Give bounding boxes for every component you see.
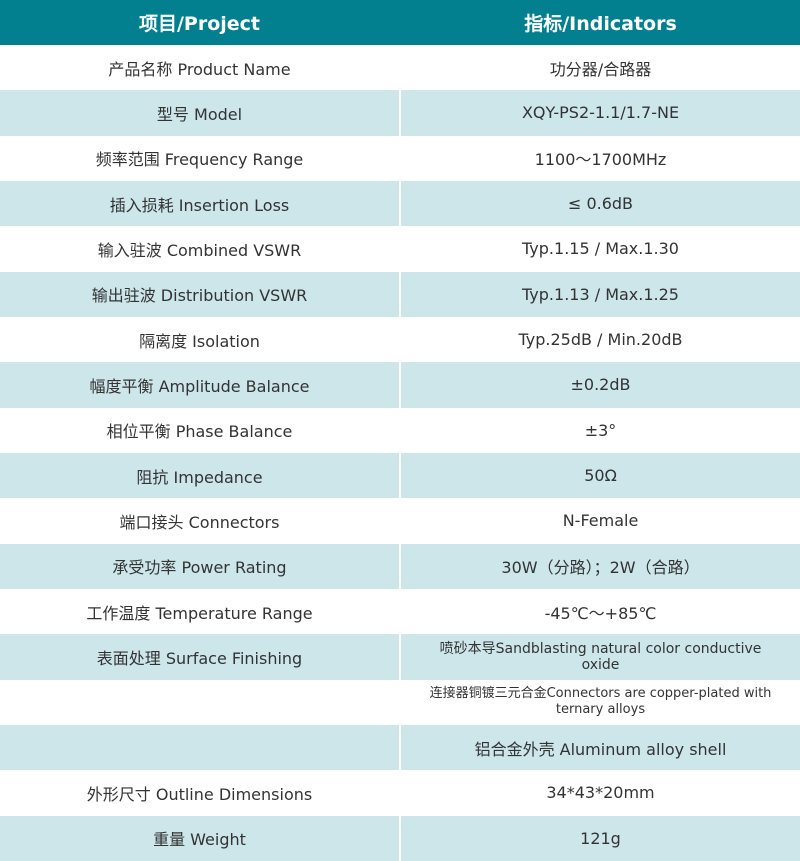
row-value: 30W（分路）；2W（合路）	[401, 543, 800, 589]
header-indicators: 指标/Indicators	[524, 13, 677, 35]
table-row: 频率范围 Frequency Range 1100～1700MHz	[0, 136, 800, 181]
table-row: 表面处理 Surface Finishing 喷砂本导Sandblasting n…	[0, 634, 800, 680]
header-project: 项目/Project	[138, 13, 261, 35]
table-row: 幅度平衡 Amplitude Balance ±0.2dB	[0, 362, 800, 408]
row-value: 铝合金外壳 Aluminum alloy shell	[401, 724, 800, 771]
table-row: 重量 Weight 121g	[0, 815, 800, 861]
row-label	[0, 680, 399, 725]
row-label: 表面处理 Surface Finishing	[0, 634, 399, 680]
row-label: 隔离度 Isolation	[139, 331, 260, 351]
row-value: 50Ω	[401, 452, 800, 499]
row-label: 型号 Model	[0, 90, 399, 136]
table-row: 端口接头 Connectors N-Female	[0, 498, 800, 543]
row-value: ±3°	[584, 420, 617, 440]
row-value: 连接器铜镀三元合金Connectors are copper-plated wi…	[429, 686, 772, 718]
row-value: Typ.25dB / Min.20dB	[518, 330, 683, 350]
table-row: 型号 Model XQY-PS2-1.1/1.7-NE	[0, 90, 800, 136]
row-value: 喷砂本导Sandblasting natural color conductiv…	[401, 634, 800, 680]
row-label: 承受功率 Power Rating	[0, 543, 399, 589]
row-value: 34*43*20mm	[546, 783, 655, 803]
row-value: ≤ 0.6dB	[401, 180, 800, 227]
row-value: Typ.1.13 / Max.1.25	[401, 271, 800, 317]
row-label: 工作温度 Temperature Range	[86, 603, 313, 623]
row-value: ±0.2dB	[401, 362, 800, 408]
row-label: 外形尺寸 Outline Dimensions	[86, 784, 313, 804]
table-row: 插入损耗 Insertion Loss ≤ 0.6dB	[0, 180, 800, 227]
row-value: XQY-PS2-1.1/1.7-NE	[401, 90, 800, 136]
row-label: 输入驻波 Combined VSWR	[97, 240, 302, 260]
table-row: 阻抗 Impedance 50Ω	[0, 452, 800, 499]
row-value: Typ.1.15 / Max.1.30	[522, 239, 679, 259]
row-label: 重量 Weight	[0, 815, 399, 861]
row-value: 1100～1700MHz	[534, 150, 667, 170]
row-label: 插入损耗 Insertion Loss	[0, 180, 399, 227]
table-header: 项目/Project 指标/Indicators	[0, 0, 800, 45]
row-label: 幅度平衡 Amplitude Balance	[0, 362, 399, 408]
row-label: 端口接头 Connectors	[119, 512, 280, 532]
table-row: 铝合金外壳 Aluminum alloy shell	[0, 724, 800, 771]
row-label: 频率范围 Frequency Range	[95, 150, 304, 170]
table-row: 工作温度 Temperature Range -45℃～+85℃	[0, 589, 800, 634]
table-row: 输出驻波 Distribution VSWR Typ.1.13 / Max.1.2…	[0, 271, 800, 317]
row-value: 121g	[401, 815, 800, 861]
row-label: 产品名称 Product Name	[108, 59, 291, 79]
row-label: 输出驻波 Distribution VSWR	[0, 271, 399, 317]
row-label: 相位平衡 Phase Balance	[106, 422, 293, 442]
table-row: 输入驻波 Combined VSWR Typ.1.15 / Max.1.30	[0, 226, 800, 271]
table-row: 相位平衡 Phase Balance ±3°	[0, 408, 800, 453]
table-row: 连接器铜镀三元合金Connectors are copper-plated wi…	[0, 680, 800, 725]
table-row: 外形尺寸 Outline Dimensions 34*43*20mm	[0, 770, 800, 815]
row-value: -45℃～+85℃	[544, 603, 657, 623]
row-label	[0, 724, 399, 771]
row-value: N-Female	[562, 511, 639, 531]
table-row: 承受功率 Power Rating 30W（分路）；2W（合路）	[0, 543, 800, 589]
row-value: 功分器/合路器	[549, 59, 652, 79]
table-row: 产品名称 Product Name 功分器/合路器	[0, 45, 800, 90]
row-label: 阻抗 Impedance	[0, 452, 399, 499]
table-row: 隔离度 Isolation Typ.25dB / Min.20dB	[0, 317, 800, 362]
